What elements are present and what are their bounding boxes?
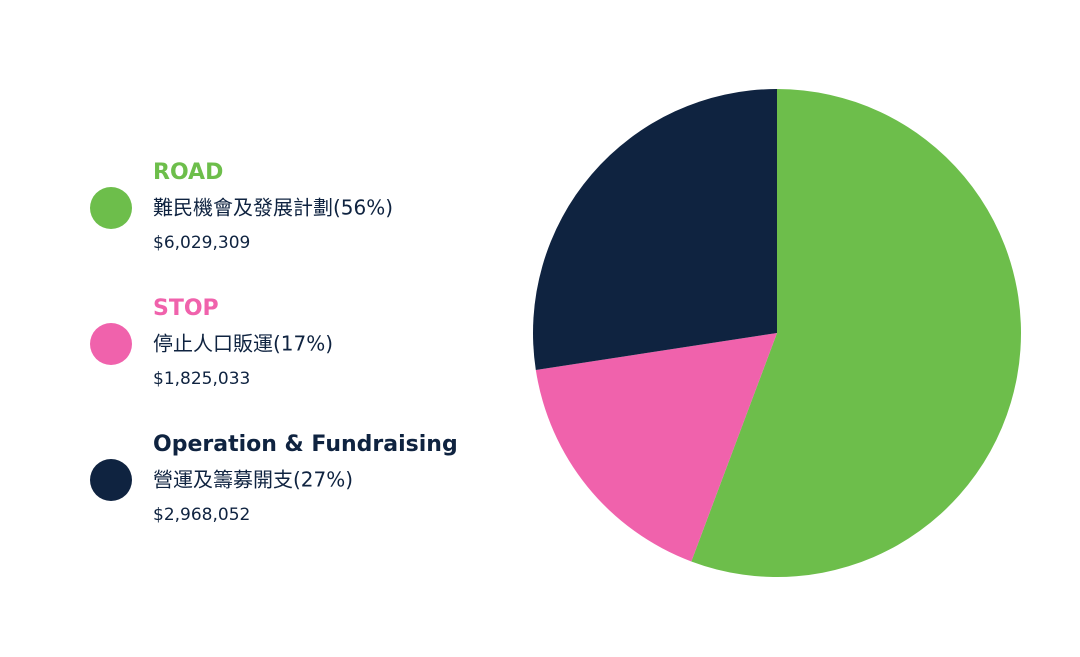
legend-category: STOP <box>153 296 219 321</box>
legend-amount: $1,825,033 <box>153 369 250 389</box>
legend-description: 營運及籌募開支(27%) <box>153 468 353 492</box>
pie-slice <box>535 333 777 562</box>
pie-slice <box>691 89 1021 577</box>
legend-swatch <box>90 323 132 365</box>
legend-amount: $6,029,309 <box>153 233 250 253</box>
legend-category: ROAD <box>153 160 223 185</box>
legend-swatch <box>90 459 132 501</box>
legend-description: 難民機會及發展計劃(56%) <box>153 196 393 220</box>
legend-description: 停止人口販運(17%) <box>153 332 333 356</box>
legend-amount: $2,968,052 <box>153 505 250 525</box>
legend-swatch <box>90 187 132 229</box>
pie-slice <box>533 88 777 371</box>
legend-category: Operation & Fundraising <box>153 432 458 457</box>
